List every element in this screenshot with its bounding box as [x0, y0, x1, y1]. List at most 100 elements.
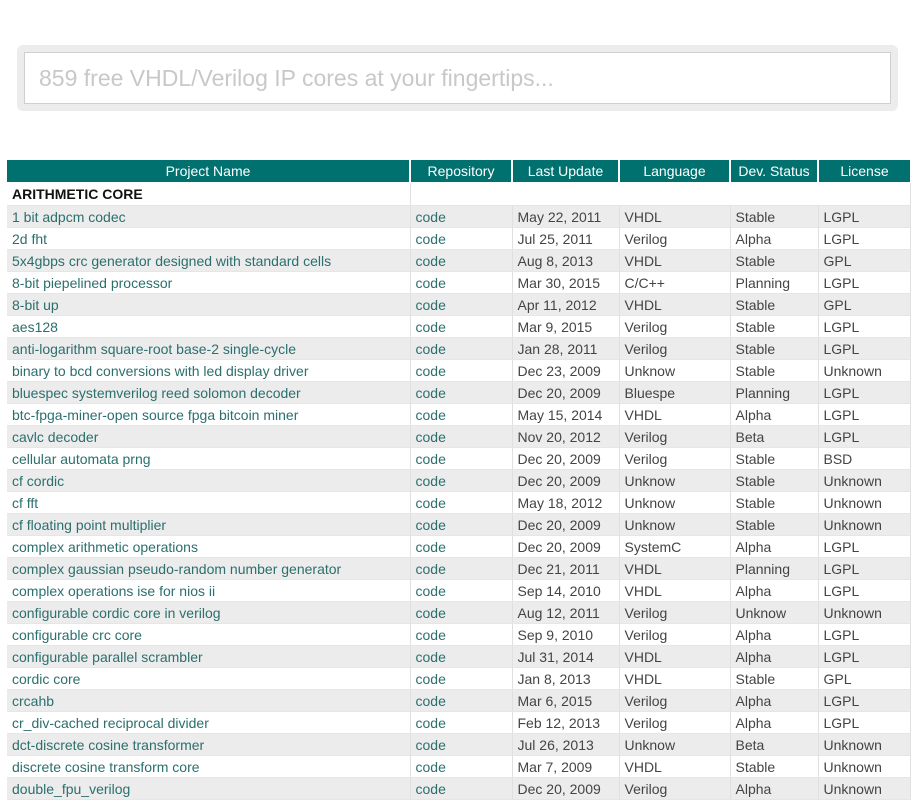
dev-status-cell: Stable — [730, 447, 819, 470]
column-header-license[interactable]: License — [818, 160, 910, 183]
column-header-repository[interactable]: Repository — [410, 160, 513, 183]
project-name-link[interactable]: cellular automata prng — [12, 450, 151, 467]
repository-code-link[interactable]: code — [415, 384, 446, 401]
repository-code-link[interactable]: code — [415, 340, 446, 357]
column-header-language[interactable]: Language — [619, 160, 731, 183]
project-name-link[interactable]: complex operations ise for nios ii — [12, 582, 216, 599]
repository-code-link[interactable]: code — [415, 692, 446, 709]
repository-code-link[interactable]: code — [415, 362, 446, 379]
repository-code-link[interactable]: code — [415, 252, 446, 269]
project-name-link[interactable]: aes128 — [12, 318, 58, 335]
project-name-link[interactable]: binary to bcd conversions with led displ… — [12, 362, 309, 379]
project-name-link[interactable]: btc-fpga-miner-open source fpga bitcoin … — [12, 406, 299, 423]
table-row: cr_div-cached reciprocal divider code Feb … — [7, 711, 911, 734]
table-row: cf cordic code Dec 20, 2009 Unknow Stable Unk… — [7, 469, 911, 492]
project-name-link[interactable]: 5x4gbps crc generator designed with stan… — [12, 252, 332, 269]
language-cell: VHDL — [619, 645, 731, 668]
repository-code-link[interactable]: code — [415, 538, 446, 555]
project-name-link[interactable]: discrete cosine transform core — [12, 758, 200, 775]
last-update-cell: Jul 26, 2013 — [512, 733, 620, 756]
license-cell: Unknown — [818, 491, 911, 514]
repository-code-link[interactable]: code — [415, 208, 446, 225]
repository-code-link[interactable]: code — [415, 450, 446, 467]
license-cell: LGPL — [818, 557, 911, 580]
repository-code-link[interactable]: code — [415, 780, 446, 797]
license-cell: GPL — [818, 249, 911, 272]
project-name-link[interactable]: cr_div-cached reciprocal divider — [12, 714, 209, 731]
project-name-cell: anti-logarithm square-root base-2 single… — [7, 337, 411, 360]
project-name-link[interactable]: 8-bit piepelined processor — [12, 274, 173, 291]
project-name-link[interactable]: cordic core — [12, 670, 81, 687]
project-name-link[interactable]: complex arithmetic operations — [12, 538, 198, 555]
project-name-link[interactable]: cf cordic — [12, 472, 65, 489]
project-name-link[interactable]: bluespec systemverilog reed solomon deco… — [12, 384, 301, 401]
repository-code-link[interactable]: code — [415, 406, 446, 423]
repository-code-link[interactable]: code — [415, 296, 446, 313]
language-cell: Verilog — [619, 315, 731, 338]
repository-code-link[interactable]: code — [415, 560, 446, 577]
project-name-link[interactable]: crcahb — [12, 692, 55, 709]
license-cell: Unknown — [818, 469, 911, 492]
dev-status-cell: Alpha — [730, 645, 819, 668]
repository-code-link[interactable]: code — [415, 670, 446, 687]
repository-code-link[interactable]: code — [415, 648, 446, 665]
last-update-cell: Jul 25, 2011 — [512, 227, 620, 250]
project-name-link[interactable]: configurable cordic core in verilog — [12, 604, 221, 621]
repository-cell: code — [410, 227, 513, 250]
repository-code-link[interactable]: code — [415, 758, 446, 775]
project-name-cell: 1 bit adpcm codec — [7, 205, 411, 228]
project-name-link[interactable]: complex gaussian pseudo-random number ge… — [12, 560, 342, 577]
project-name-link[interactable]: double_fpu_verilog — [12, 780, 131, 797]
language-cell: VHDL — [619, 249, 731, 272]
last-update-cell: Feb 12, 2013 — [512, 711, 620, 734]
language-cell: VHDL — [619, 403, 731, 426]
repository-code-link[interactable]: code — [415, 582, 446, 599]
language-cell: VHDL — [619, 293, 731, 316]
column-header-dev-status[interactable]: Dev. Status — [730, 160, 819, 183]
repository-cell: code — [410, 733, 513, 756]
license-cell: LGPL — [818, 227, 911, 250]
repository-code-link[interactable]: code — [415, 714, 446, 731]
project-name-cell: cr_div-cached reciprocal divider — [7, 711, 411, 734]
repository-code-link[interactable]: code — [415, 736, 446, 753]
column-header-project-name[interactable]: Project Name — [7, 160, 411, 183]
repository-code-link[interactable]: code — [415, 604, 446, 621]
project-name-cell: configurable cordic core in verilog — [7, 601, 411, 624]
project-name-link[interactable]: 1 bit adpcm codec — [12, 208, 126, 225]
project-name-link[interactable]: cf floating point multiplier — [12, 516, 167, 533]
repository-cell: code — [410, 689, 513, 712]
project-name-cell: complex operations ise for nios ii — [7, 579, 411, 602]
project-name-link[interactable]: 2d fht — [12, 230, 48, 247]
repository-code-link[interactable]: code — [415, 318, 446, 335]
project-name-link[interactable]: dct-discrete cosine transformer — [12, 736, 205, 753]
project-name-link[interactable]: cavlc decoder — [12, 428, 99, 445]
table-row: complex arithmetic operations code Dec 20,… — [7, 535, 911, 558]
dev-status-cell: Stable — [730, 667, 819, 690]
language-cell: Unknow — [619, 469, 731, 492]
repository-code-link[interactable]: code — [415, 516, 446, 533]
dev-status-cell: Alpha — [730, 777, 819, 800]
language-cell: C/C++ — [619, 271, 731, 294]
repository-cell: code — [410, 491, 513, 514]
project-name-link[interactable]: 8-bit up — [12, 296, 59, 313]
project-name-link[interactable]: configurable crc core — [12, 626, 142, 643]
last-update-cell: Dec 20, 2009 — [512, 535, 620, 558]
last-update-cell: Dec 20, 2009 — [512, 381, 620, 404]
project-name-link[interactable]: anti-logarithm square-root base-2 single… — [12, 340, 297, 357]
repository-code-link[interactable]: code — [415, 230, 446, 247]
repository-code-link[interactable]: code — [415, 274, 446, 291]
repository-code-link[interactable]: code — [415, 626, 446, 643]
repository-code-link[interactable]: code — [415, 494, 446, 511]
repository-code-link[interactable]: code — [415, 472, 446, 489]
project-name-link[interactable]: cf fft — [12, 494, 39, 511]
table-row: 8-bit piepelined processor code Mar 30, 20… — [7, 271, 911, 294]
repository-cell: code — [410, 667, 513, 690]
project-name-cell: cellular automata prng — [7, 447, 411, 470]
search-input[interactable] — [24, 52, 891, 104]
repository-code-link[interactable]: code — [415, 428, 446, 445]
last-update-cell: Mar 7, 2009 — [512, 755, 620, 778]
language-cell: Unknow — [619, 491, 731, 514]
last-update-cell: Sep 9, 2010 — [512, 623, 620, 646]
project-name-link[interactable]: configurable parallel scrambler — [12, 648, 203, 665]
column-header-last-update[interactable]: Last Update — [512, 160, 620, 183]
